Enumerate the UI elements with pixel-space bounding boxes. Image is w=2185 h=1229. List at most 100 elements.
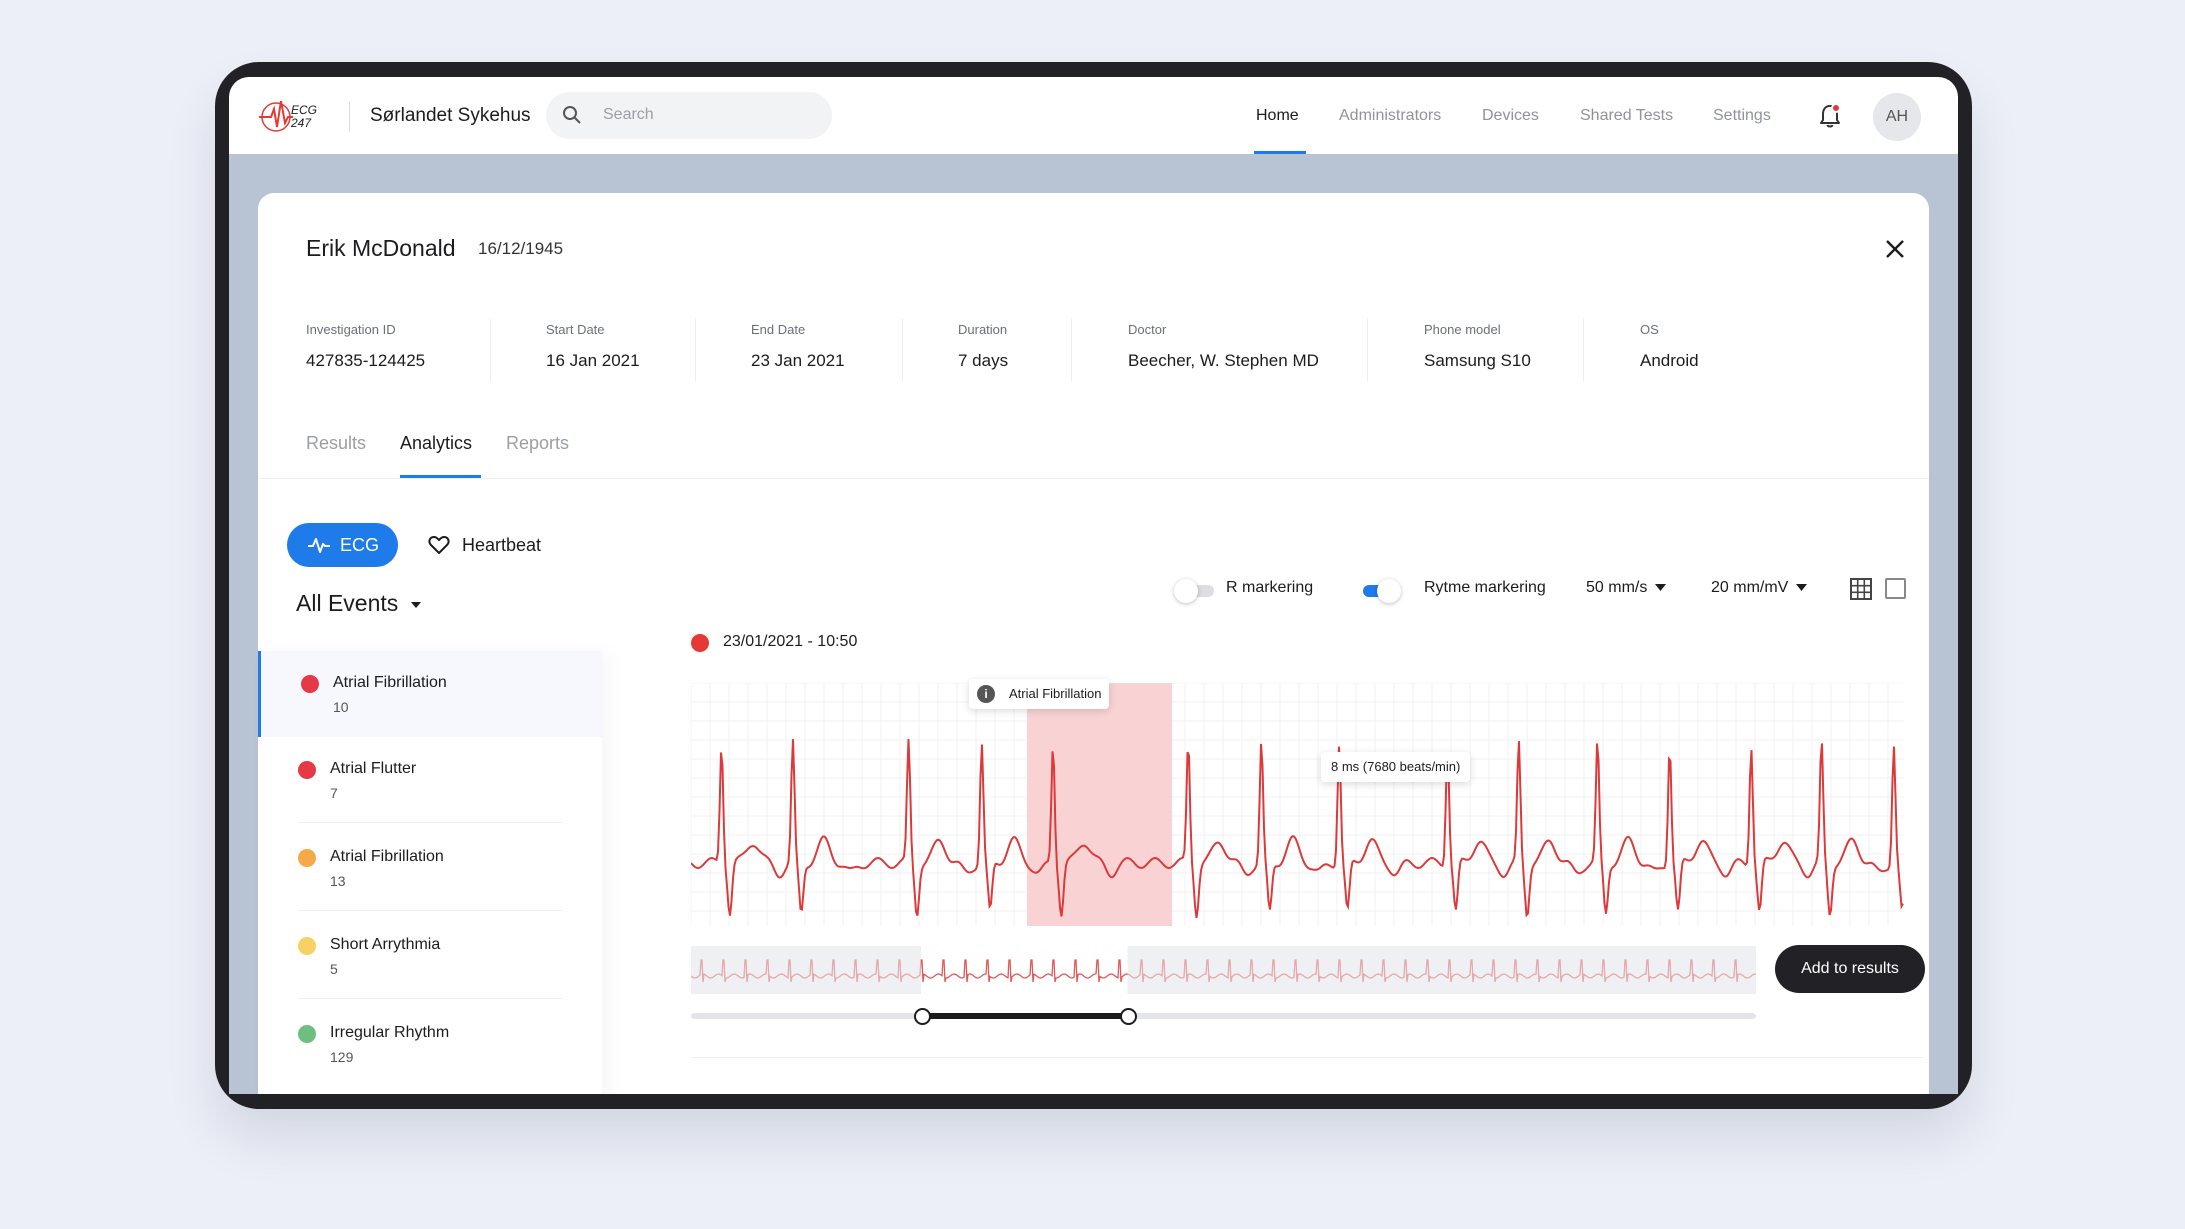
info-label: Doctor (1128, 322, 1167, 337)
events-filter-dropdown[interactable]: All Events (296, 590, 421, 617)
toggle-knob (1174, 579, 1198, 603)
patient-dob: 16/12/1945 (478, 239, 564, 258)
divider (1367, 319, 1368, 381)
event-count: 13 (330, 873, 346, 889)
divider (298, 998, 562, 999)
event-color-dot (298, 761, 316, 779)
events-list: Atrial Fibrillation 10 Atrial Flutter 7 … (258, 651, 602, 1094)
search-box[interactable] (546, 92, 832, 139)
divider (1583, 319, 1584, 381)
divider (349, 102, 350, 132)
event-color-dot (301, 675, 319, 693)
user-avatar[interactable]: AH (1873, 93, 1921, 141)
info-value: 427835-124425 (306, 351, 426, 370)
info-duration: Duration 7 days (958, 322, 1008, 371)
add-to-results-button[interactable]: Add to results (1775, 945, 1925, 993)
event-count: 129 (330, 1049, 354, 1065)
r-marking-toggle[interactable] (1174, 579, 1218, 603)
info-label: Duration (958, 322, 1008, 337)
divider (298, 822, 562, 823)
event-item[interactable]: Atrial Fibrillation 10 (258, 651, 602, 737)
caret-down-icon (411, 602, 421, 608)
event-item[interactable]: Atrial Flutter 7 (258, 737, 602, 823)
range-handle-start[interactable] (914, 1008, 931, 1025)
patient-card: Erik McDonald 16/12/1945 Investigation I… (258, 193, 1929, 1094)
ecg-overview[interactable] (691, 946, 1756, 994)
nav-shared-tests[interactable]: Shared Tests (1580, 107, 1674, 124)
close-icon[interactable] (1882, 236, 1908, 262)
divider (1071, 319, 1072, 381)
info-end-date: End Date 23 Jan 2021 (751, 322, 845, 371)
info-value: 16 Jan 2021 (546, 351, 640, 370)
tab-analytics[interactable]: Analytics (400, 433, 473, 453)
tab-reports[interactable]: Reports (506, 433, 570, 453)
notification-dot (1831, 103, 1841, 113)
heartbeat-view-button[interactable]: Heartbeat (428, 523, 568, 567)
event-item[interactable]: Short Arrythmia 5 (258, 913, 602, 999)
divider (258, 478, 1929, 479)
caret-down-icon (1796, 584, 1808, 592)
divider (691, 1057, 1924, 1058)
info-label: Phone model (1424, 322, 1501, 337)
event-name: Atrial Fibrillation (330, 848, 444, 865)
range-handle-end[interactable] (1120, 1008, 1137, 1025)
ecg247-logo[interactable]: ECG 247 (257, 95, 333, 135)
top-bar: ECG 247 Sørlandet Sykehus Home Administr… (229, 77, 1958, 154)
heart-icon (428, 536, 450, 554)
info-label: OS (1640, 322, 1659, 337)
svg-text:247: 247 (290, 116, 312, 130)
tablet-frame: ECG 247 Sørlandet Sykehus Home Administr… (215, 62, 1972, 1109)
info-value: 23 Jan 2021 (751, 351, 845, 370)
event-count: 7 (330, 785, 338, 801)
nav-settings[interactable]: Settings (1713, 107, 1771, 124)
heartbeat-view-label: Heartbeat (462, 535, 542, 555)
rhythm-marking-toggle[interactable] (1357, 579, 1401, 603)
organization-name: Sørlandet Sykehus (370, 105, 531, 126)
event-highlight (1027, 683, 1172, 926)
divider (902, 319, 903, 381)
square-icon[interactable] (1885, 578, 1906, 599)
nav-administrators[interactable]: Administrators (1339, 107, 1442, 124)
speed-dropdown[interactable]: 50 mm/s (1586, 579, 1667, 597)
tab-results[interactable]: Results (306, 433, 367, 453)
r-marking-label: R markering (1226, 579, 1314, 596)
info-value: Samsung S10 (1424, 351, 1531, 370)
event-name: Atrial Fibrillation (333, 674, 447, 691)
overview-mask-right (1127, 946, 1756, 994)
range-slider-track[interactable] (691, 1013, 1756, 1019)
ecg-strip[interactable] (691, 683, 1904, 926)
event-item[interactable]: Irregular Rhythm 129 (258, 1001, 602, 1087)
gain-value: 20 mm/mV (1711, 579, 1789, 596)
grid-icon[interactable] (1850, 578, 1872, 600)
event-count: 5 (330, 961, 338, 977)
ecg-trace (691, 739, 1904, 919)
measurement-tag: 8 ms (7680 beats/min) (1321, 752, 1471, 782)
event-item[interactable]: Atrial Fibrillation 13 (258, 825, 602, 911)
event-color-dot (298, 937, 316, 955)
info-doctor: Doctor Beecher, W. Stephen MD (1128, 322, 1319, 371)
info-investigation-id: Investigation ID 427835-124425 (306, 322, 425, 371)
tab-active-indicator (400, 475, 481, 478)
caret-down-icon (1655, 584, 1667, 592)
speed-value: 50 mm/s (1586, 579, 1648, 596)
svg-text:ECG: ECG (291, 103, 317, 117)
ecg-grid (691, 683, 1904, 926)
nav-home[interactable]: Home (1256, 107, 1299, 124)
event-name: Atrial Flutter (330, 760, 417, 777)
gain-dropdown[interactable]: 20 mm/mV (1711, 579, 1808, 597)
nav-active-indicator (1254, 151, 1306, 154)
info-label: End Date (751, 322, 806, 337)
recording-dot (691, 634, 709, 652)
divider (490, 319, 491, 381)
search-input[interactable] (603, 102, 813, 128)
app-screen: ECG 247 Sørlandet Sykehus Home Administr… (229, 77, 1958, 1094)
overview-mask-left (691, 946, 922, 994)
event-tag-label: Atrial Fibrillation (1009, 686, 1102, 701)
event-color-dot (298, 1025, 316, 1043)
toggle-knob (1377, 579, 1401, 603)
ecg-view-button[interactable]: ECG (287, 523, 398, 567)
patient-name: Erik McDonald (306, 235, 456, 261)
events-filter-label: All Events (296, 590, 399, 616)
info-icon: i (977, 685, 995, 703)
nav-devices[interactable]: Devices (1482, 107, 1539, 124)
